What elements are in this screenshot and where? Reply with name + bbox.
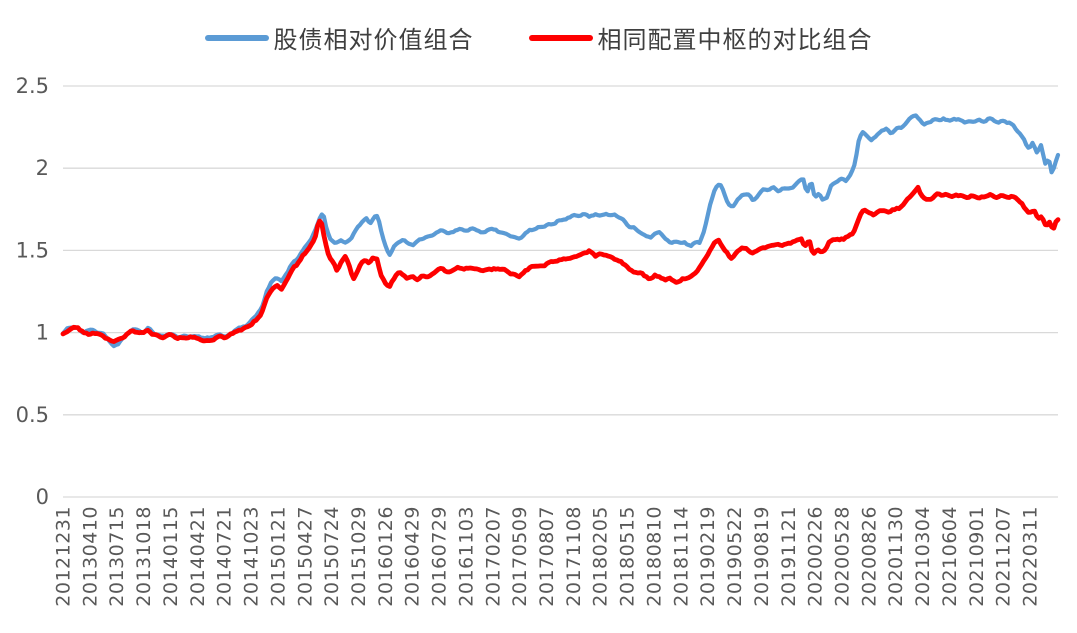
legend-item-comparison-portfolio[interactable]: 相同配置中枢的对比组合 [528,20,873,55]
legend-swatch-red-line [528,34,593,41]
x-tick-label: 20200826 [858,506,880,607]
x-tick-label: 20171108 [563,506,585,607]
series-line-blue-relative-value [60,113,1061,349]
series-line-red-comparison [60,184,1061,344]
x-tick-label: 20140721 [214,506,236,607]
x-tick-label: 20210901 [966,506,988,607]
x-tick-label: 20190819 [751,506,773,607]
x-tick-label: 20141023 [241,506,263,607]
y-tick-label: 2 [36,156,49,180]
y-tick-label: 2.5 [16,74,49,98]
x-tick-label: 20200528 [832,506,854,607]
x-tick-label: 20190219 [697,506,719,607]
x-tick-label: 20130715 [106,506,128,607]
legend-swatch-blue-line [204,34,269,41]
x-tick-label: 20150427 [294,506,316,607]
x-tick-label: 20200226 [805,506,827,607]
legend-label-comparison-portfolio: 相同配置中枢的对比组合 [597,26,873,54]
x-tick-label: 20190522 [724,506,746,607]
x-tick-label: 20191121 [778,506,800,607]
x-tick-label: 20210604 [939,506,961,607]
x-axis-tick-labels: 20121231 20130410 20130715 20131018 20140115… [53,506,1042,607]
x-tick-label: 20210304 [912,506,934,607]
x-tick-label: 20161103 [455,506,477,607]
x-tick-label: 20220311 [1020,506,1042,607]
x-tick-label: 20150724 [321,506,343,607]
gridlines [63,85,1058,498]
x-tick-label: 20151029 [348,506,370,607]
legend: 股债相对价值组合 相同配置中枢的对比组合 [0,20,1077,55]
x-tick-label: 20160429 [402,506,424,607]
x-tick-label: 20140421 [187,506,209,607]
x-tick-label: 20140115 [160,506,182,607]
y-tick-label: 1 [36,321,49,345]
y-axis-tick-labels: 0 0.5 1 1.5 2 2.5 [16,74,49,509]
x-tick-label: 20160126 [375,506,397,607]
x-tick-label: 20170807 [536,506,558,607]
x-tick-label: 20180810 [643,506,665,607]
x-tick-label: 20121231 [53,506,75,607]
x-tick-label: 20180205 [590,506,612,607]
y-tick-label: 0.5 [16,403,49,427]
x-tick-label: 20150121 [267,506,289,607]
x-tick-label: 20160729 [429,506,451,607]
x-tick-label: 20211207 [993,506,1015,607]
x-tick-label: 20170509 [509,506,531,607]
legend-label-relative-value-portfolio: 股债相对价值组合 [273,26,474,54]
x-tick-label: 20180515 [617,506,639,607]
x-tick-label: 20201130 [885,506,907,607]
x-tick-label: 20130410 [79,506,101,607]
x-tick-label: 20170207 [482,506,504,607]
y-tick-label: 1.5 [16,238,49,262]
legend-item-relative-value-portfolio[interactable]: 股债相对价值组合 [204,20,474,55]
x-tick-label: 20131018 [133,506,155,607]
y-tick-label: 0 [36,485,49,509]
x-tick-label: 20181114 [670,506,692,607]
